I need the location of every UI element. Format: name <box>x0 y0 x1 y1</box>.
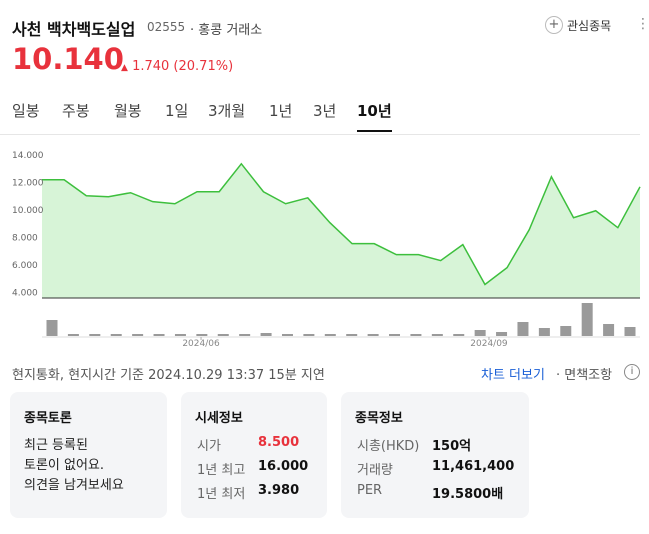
exchange[interactable]: · 홍콩 거래소 <box>190 23 263 38</box>
row-key: 시가 <box>197 439 221 454</box>
tab-selected[interactable]: 10년 <box>357 102 392 120</box>
volume-bar <box>560 326 572 336</box>
area <box>42 163 640 298</box>
x-tick-label: 2024/06 <box>182 339 220 349</box>
row-key: 1년 최고 <box>197 463 246 478</box>
tab[interactable]: 주봉 <box>62 102 90 120</box>
volume-bar <box>453 334 465 336</box>
tab[interactable]: 1일 <box>165 102 189 120</box>
volume-bar <box>174 334 186 336</box>
card-title: 종목토론 <box>24 411 72 426</box>
chart-more[interactable]: 차트 더보기 <box>481 368 545 383</box>
volume-bar <box>239 334 251 336</box>
card-text: 토론이 없어요. <box>24 458 105 473</box>
row-value: 19.5800배 <box>432 487 504 502</box>
volume-bar <box>581 303 593 336</box>
watch-button[interactable]: + 관심종목 <box>545 16 611 34</box>
volume-bar <box>110 334 122 336</box>
card-text: 의견을 남겨보세요 <box>24 478 124 493</box>
up-arrow: ▲ <box>121 63 128 73</box>
current-price: 10.140 <box>12 42 124 76</box>
y-tick-label: 12.000 <box>12 178 44 188</box>
y-tick-label: 10.000 <box>12 206 44 216</box>
row-value: 3.980 <box>258 483 300 498</box>
y-tick-label: 14.000 <box>12 151 44 161</box>
volume-bar <box>67 334 79 336</box>
card-title: 시세정보 <box>195 411 243 426</box>
info-icon[interactable]: i <box>624 364 640 380</box>
card-title: 종목정보 <box>355 411 403 426</box>
volume-bar <box>624 327 636 336</box>
volume-bar <box>132 334 144 336</box>
tab[interactable]: 3개월 <box>208 102 246 120</box>
disclaimer[interactable]: · 면책조항 <box>556 368 613 383</box>
quote-card: 시세정보 시가 8.500 1년 최고 16.000 1년 최저 3.980 <box>181 392 327 518</box>
stock-code: 02555 <box>147 20 186 34</box>
volume-bar <box>217 334 229 336</box>
tab[interactable]: 1년 <box>269 102 293 120</box>
volume-bar <box>431 334 443 336</box>
volume-bar <box>346 334 358 336</box>
more-menu[interactable]: ⋮ <box>636 16 649 32</box>
y-tick-label: 8.000 <box>12 233 38 243</box>
tab[interactable]: 일봉 <box>12 102 40 120</box>
volume-bar <box>410 334 422 336</box>
volume-bar <box>517 322 529 336</box>
separator <box>0 134 640 135</box>
row-value: 11,461,400 <box>432 459 515 474</box>
row-key: PER <box>357 483 383 498</box>
row-key: 1년 최저 <box>197 487 246 502</box>
x-tick-label: 2024/09 <box>470 339 508 349</box>
volume-bar <box>260 333 272 336</box>
tab[interactable]: 월봉 <box>114 102 142 120</box>
row-value: 150억 <box>432 439 472 454</box>
row-value: 16.000 <box>258 459 309 474</box>
volume-bar <box>89 334 101 336</box>
chart: 4.000 6.000 8.000 10.000 12.000 14.000 2024/06… <box>12 151 641 349</box>
volume-bar <box>389 334 401 336</box>
volume-bar <box>538 328 550 336</box>
discussion-card[interactable]: 종목토론 최근 등록된 토론이 없어요. 의견을 남겨보세요 <box>10 392 167 518</box>
time-note: 현지통화, 현지시간 기준 2024.10.29 13:37 15분 지연 <box>12 368 325 383</box>
volume-bar <box>303 334 315 336</box>
row-key: 시총(HKD) <box>357 439 420 454</box>
volume-bar <box>496 332 508 336</box>
row-value: 8.500 <box>258 435 300 450</box>
volume-bar <box>367 334 379 336</box>
change: 1.740 <box>132 59 170 74</box>
info-card: 종목정보 시총(HKD) 150억 거래량 11,461,400 PER 19.… <box>341 392 529 518</box>
card-text: 최근 등록된 <box>24 438 88 453</box>
tab[interactable]: 3년 <box>313 102 337 120</box>
volume-bar <box>196 334 208 336</box>
change-pct: (20.71%) <box>173 59 234 74</box>
row-key: 거래량 <box>357 463 393 478</box>
stock-name: 사천 백차백도실업 <box>12 20 136 39</box>
watch-label: 관심종목 <box>567 18 612 33</box>
price-change: ▲ 1.740 (20.71%) <box>121 59 233 74</box>
volume-bar <box>474 330 486 336</box>
volume-bar <box>46 320 58 336</box>
plus-icon: + <box>545 16 563 34</box>
volume-bar <box>281 334 293 336</box>
volume-bar <box>603 324 615 336</box>
tab-underline <box>357 130 392 132</box>
price-line <box>42 162 641 286</box>
volume-bar <box>153 334 165 336</box>
y-tick-label: 6.000 <box>12 261 38 271</box>
y-tick-label: 4.000 <box>12 288 38 298</box>
volume-bar <box>324 334 336 336</box>
